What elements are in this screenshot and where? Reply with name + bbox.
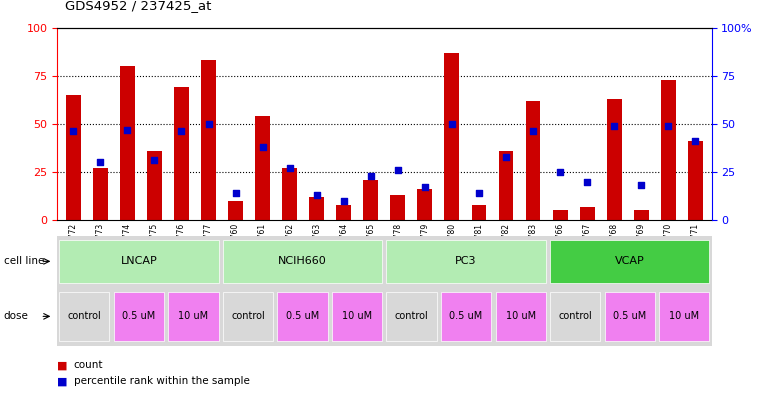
Point	[202, 121, 215, 127]
Bar	[552, 211, 568, 220]
Bar	[387, 240, 546, 283]
Text: count: count	[74, 360, 103, 371]
Bar	[550, 240, 709, 283]
Bar	[387, 292, 437, 341]
Point	[608, 123, 620, 129]
Point	[365, 173, 377, 179]
Bar	[550, 292, 600, 341]
Bar	[201, 60, 216, 220]
Bar	[59, 240, 218, 283]
Bar	[255, 116, 270, 220]
Text: dose: dose	[4, 311, 29, 321]
Point	[256, 144, 269, 150]
Bar	[661, 79, 676, 220]
Bar	[223, 240, 382, 283]
Point	[284, 165, 296, 171]
Bar	[390, 195, 406, 220]
Text: GDS4952 / 237425_at: GDS4952 / 237425_at	[65, 0, 211, 12]
Bar	[444, 53, 460, 220]
Text: 0.5 uM: 0.5 uM	[450, 311, 482, 321]
Point	[419, 184, 431, 191]
Point	[148, 157, 161, 163]
Bar	[526, 101, 540, 220]
Text: VCAP: VCAP	[615, 256, 645, 266]
Bar	[688, 141, 702, 220]
Bar	[605, 292, 654, 341]
Point	[94, 159, 107, 165]
Text: 10 uM: 10 uM	[505, 311, 536, 321]
Point	[67, 129, 79, 135]
Text: 10 uM: 10 uM	[342, 311, 372, 321]
Bar	[147, 151, 162, 220]
Bar	[659, 292, 709, 341]
Text: 10 uM: 10 uM	[178, 311, 209, 321]
Text: control: control	[395, 311, 428, 321]
Bar	[472, 205, 486, 220]
Point	[121, 127, 133, 133]
Point	[175, 129, 187, 135]
Point	[446, 121, 458, 127]
Text: cell line: cell line	[4, 256, 44, 266]
Bar	[607, 99, 622, 220]
Text: percentile rank within the sample: percentile rank within the sample	[74, 376, 250, 386]
Bar	[223, 292, 273, 341]
Point	[338, 198, 350, 204]
Point	[635, 182, 648, 189]
Point	[662, 123, 674, 129]
Bar	[168, 292, 218, 341]
Text: control: control	[231, 311, 265, 321]
Bar	[174, 87, 189, 220]
Bar	[120, 66, 135, 220]
Point	[689, 138, 702, 144]
Point	[310, 192, 323, 198]
Point	[581, 178, 594, 185]
Bar	[278, 292, 327, 341]
Bar	[114, 292, 164, 341]
Text: 0.5 uM: 0.5 uM	[123, 311, 155, 321]
Bar	[332, 292, 382, 341]
Text: 10 uM: 10 uM	[669, 311, 699, 321]
Bar	[495, 292, 546, 341]
Bar	[59, 292, 110, 341]
Point	[392, 167, 404, 173]
Point	[473, 190, 485, 196]
Bar	[498, 151, 514, 220]
Text: 0.5 uM: 0.5 uM	[286, 311, 319, 321]
Text: LNCAP: LNCAP	[120, 256, 158, 266]
Bar	[336, 205, 351, 220]
Bar	[441, 292, 491, 341]
Point	[554, 169, 566, 175]
Text: ■: ■	[57, 376, 68, 386]
Text: control: control	[559, 311, 592, 321]
Text: control: control	[68, 311, 101, 321]
Text: PC3: PC3	[455, 256, 477, 266]
Bar	[418, 189, 432, 220]
Bar	[580, 207, 594, 220]
Point	[527, 129, 539, 135]
Bar	[634, 211, 648, 220]
Text: ■: ■	[57, 360, 68, 371]
Point	[500, 153, 512, 160]
Text: NCIH660: NCIH660	[278, 256, 327, 266]
Bar	[93, 168, 108, 220]
Bar	[282, 168, 297, 220]
Bar	[309, 197, 324, 220]
Bar	[363, 180, 378, 220]
Bar	[228, 201, 243, 220]
Text: 0.5 uM: 0.5 uM	[613, 311, 646, 321]
Bar	[66, 95, 81, 220]
Point	[230, 190, 242, 196]
